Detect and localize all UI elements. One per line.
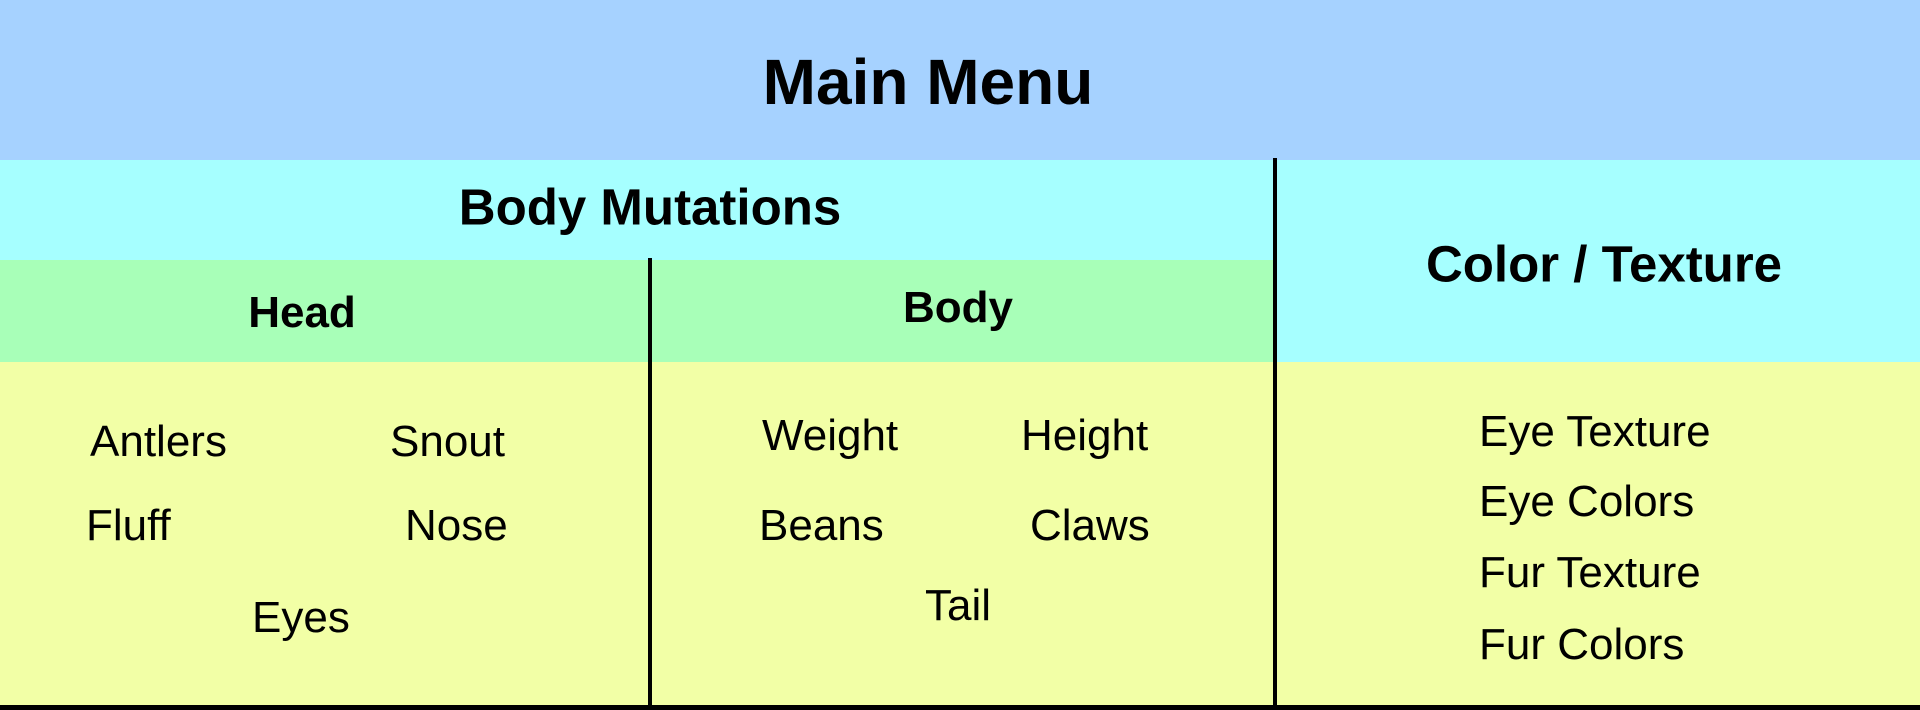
main-menu-header bbox=[0, 0, 1920, 160]
color-texture-title[interactable]: Color / Texture bbox=[1425, 235, 1783, 293]
content-area bbox=[0, 362, 1920, 710]
menu-item-fur-colors[interactable]: Fur Colors bbox=[1479, 620, 1685, 669]
body-title[interactable]: Body bbox=[903, 283, 1013, 332]
menu-item-antlers[interactable]: Antlers bbox=[90, 417, 227, 466]
menu-item-weight[interactable]: Weight bbox=[762, 411, 899, 460]
divider-color-texture bbox=[1273, 158, 1277, 710]
menu-item-height[interactable]: Height bbox=[1021, 411, 1149, 460]
menu-item-claws[interactable]: Claws bbox=[1030, 501, 1150, 550]
menu-item-fur-texture[interactable]: Fur Texture bbox=[1479, 548, 1701, 597]
color-texture-header bbox=[1275, 160, 1920, 362]
menu-item-tail[interactable]: Tail bbox=[925, 581, 992, 630]
head-title[interactable]: Head bbox=[248, 288, 356, 337]
menu-item-nose[interactable]: Nose bbox=[405, 501, 508, 550]
body-mutations-header bbox=[0, 160, 1275, 260]
menu-item-snout[interactable]: Snout bbox=[390, 417, 505, 466]
body-header bbox=[650, 260, 1275, 362]
divider-bottom bbox=[0, 705, 1920, 710]
menu-item-eye-colors[interactable]: Eye Colors bbox=[1479, 477, 1695, 526]
menu-item-beans[interactable]: Beans bbox=[759, 501, 884, 550]
menu-item-eye-texture[interactable]: Eye Texture bbox=[1479, 407, 1711, 456]
body-mutations-title[interactable]: Body Mutations bbox=[458, 178, 842, 236]
main-menu-title[interactable]: Main Menu bbox=[762, 46, 1094, 118]
menu-item-fluff[interactable]: Fluff bbox=[86, 501, 171, 550]
divider-head-body bbox=[648, 258, 652, 710]
menu-item-eyes[interactable]: Eyes bbox=[252, 593, 350, 642]
head-header bbox=[0, 260, 650, 362]
